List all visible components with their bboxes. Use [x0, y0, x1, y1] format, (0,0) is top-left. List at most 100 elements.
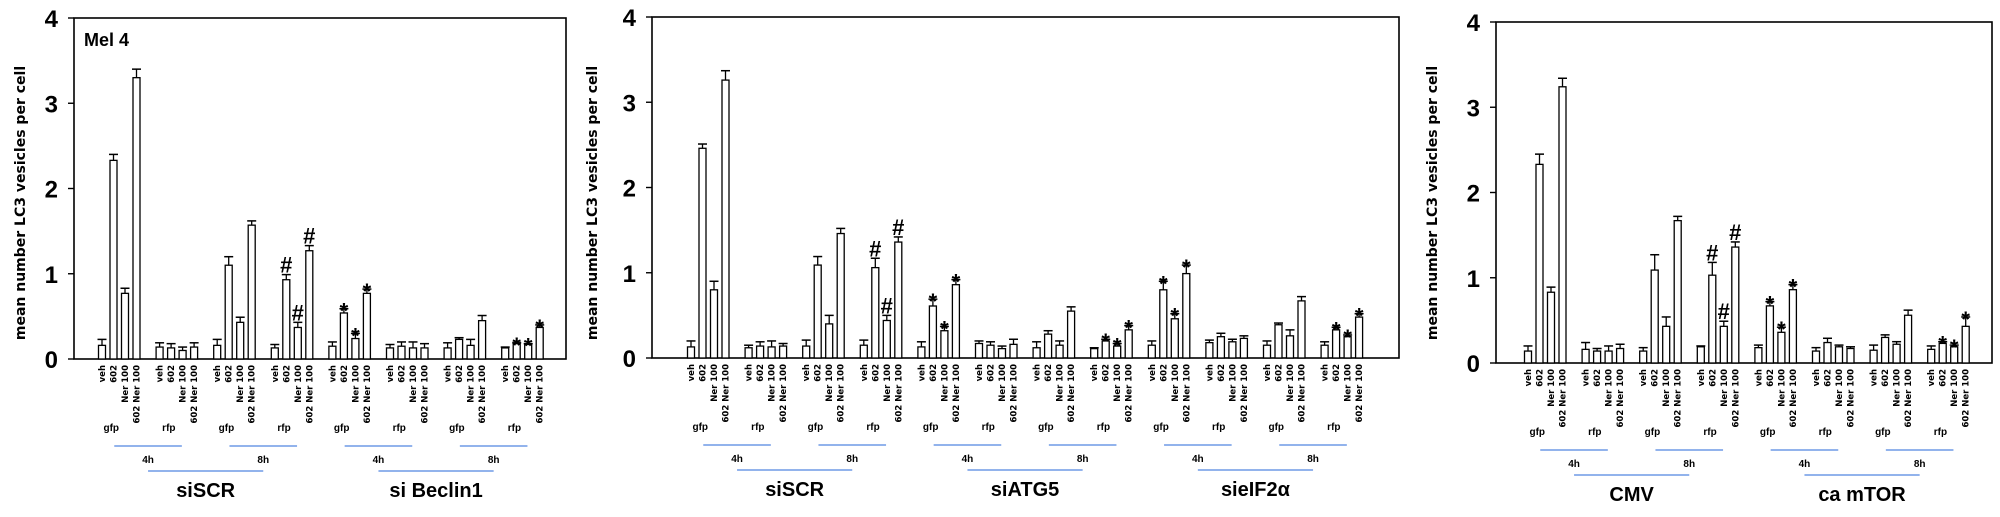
bar	[1950, 346, 1959, 364]
reporter-label: rfp	[866, 422, 879, 433]
x-tick-label: veh	[1321, 364, 1331, 381]
bar	[1880, 336, 1890, 364]
reporter-label: rfp	[751, 422, 764, 433]
x-tick-label: veh	[1812, 369, 1822, 386]
significance-asterisk: *	[524, 334, 533, 359]
significance-hash: #	[280, 253, 292, 278]
x-tick-label: veh	[1090, 364, 1100, 381]
x-tick-label: 602 Ner 100	[779, 364, 789, 423]
bar	[524, 343, 533, 360]
reporter-label: rfp	[162, 423, 175, 434]
significance-asterisk: *	[1124, 316, 1133, 341]
x-tick-label: 602	[1939, 369, 1949, 387]
bar	[166, 347, 176, 360]
x-tick-label: 602	[1044, 364, 1054, 382]
bar	[859, 344, 868, 359]
bar	[293, 326, 302, 360]
x-tick-label: 602 Ner 100	[952, 364, 962, 423]
bar	[1159, 289, 1168, 359]
x-tick-label: 602	[340, 365, 350, 383]
x-tick-label: 602 Ner 100	[1355, 364, 1365, 423]
bar	[120, 292, 130, 360]
chart-1: 0 1 2 3 4 mean number LC3 vesicles per cell Me…	[13, 6, 567, 502]
x-tick-label: 602 Ner 100	[190, 365, 200, 424]
x-tick-label: veh	[213, 365, 223, 382]
y-tick-label: 3	[1467, 95, 1480, 122]
x-tick-label: Ner 100	[179, 365, 189, 403]
time-label: 8h	[1077, 454, 1089, 465]
bar	[270, 347, 279, 360]
bar	[512, 343, 521, 360]
significance-asterisk: *	[535, 315, 544, 340]
bar	[1788, 289, 1798, 364]
y-tick-label: 1	[45, 262, 58, 289]
bar	[339, 312, 349, 360]
reporter-label: gfp	[449, 423, 465, 434]
time-label: 4h	[1568, 459, 1580, 470]
x-tick-label: 602 Ner 100	[1674, 369, 1684, 428]
reporter-label: gfp	[334, 423, 350, 434]
x-tick-label: Ner 100	[236, 365, 246, 403]
x-tick-label: 602	[455, 365, 465, 383]
bar	[1239, 337, 1249, 359]
bar	[1719, 325, 1728, 364]
bar	[917, 346, 926, 359]
bar	[986, 344, 995, 359]
bar	[1558, 86, 1567, 364]
x-tick-label: 602 Ner 100	[478, 365, 488, 424]
bar	[755, 345, 765, 359]
reporter-label: rfp	[1097, 422, 1110, 433]
significance-asterisk: *	[1101, 329, 1110, 354]
plot-frame	[651, 16, 1400, 359]
bar	[1066, 310, 1076, 359]
x-tick-label: Ner 100	[1835, 369, 1845, 407]
bar	[1297, 300, 1306, 359]
y-tick-label: 2	[45, 177, 58, 204]
reporter-label: rfp	[1703, 427, 1716, 438]
chart-3: 0 1 2 3 4 mean number LC3 vesicles per cell ve…	[1425, 10, 1993, 506]
group-label: siATG5	[991, 479, 1060, 501]
bar	[1228, 341, 1237, 359]
x-tick-label: veh	[860, 364, 870, 381]
reporter-label: gfp	[1268, 422, 1284, 433]
x-tick-label: 602	[929, 364, 939, 382]
bar	[1216, 336, 1226, 359]
significance-asterisk: *	[512, 333, 521, 358]
group-label: ca mTOR	[1818, 484, 1906, 506]
reporter-label: gfp	[692, 422, 708, 433]
x-tick-label: 602	[1332, 364, 1342, 382]
x-tick-label: Ner 100	[710, 364, 720, 402]
bar	[1708, 274, 1717, 364]
bar	[1546, 291, 1556, 364]
significance-asterisk: *	[1789, 275, 1798, 300]
time-label: 8h	[1307, 454, 1319, 465]
x-tick-label: 602	[1275, 364, 1285, 382]
bar	[1765, 305, 1775, 364]
x-tick-label: Ner 100	[1171, 364, 1181, 402]
x-tick-label: veh	[1754, 369, 1764, 386]
bar	[1892, 343, 1901, 364]
bar	[247, 224, 256, 360]
reporter-label: gfp	[1153, 422, 1169, 433]
bar	[744, 347, 753, 359]
bar	[109, 159, 118, 360]
x-tick-label: 602	[871, 364, 881, 382]
bar	[1354, 316, 1364, 359]
bar	[132, 77, 141, 360]
reporter-label: gfp	[808, 422, 824, 433]
bar	[871, 266, 880, 359]
reporter-label: gfp	[1760, 427, 1776, 438]
y-tick-label: 2	[623, 176, 636, 203]
reporter-label: rfp	[1212, 422, 1225, 433]
chart-title: Mel 4	[84, 30, 129, 50]
x-tick-label: 602 Ner 100	[305, 365, 315, 424]
x-tick-label: 602	[1824, 369, 1834, 387]
reporter-label: rfp	[508, 423, 521, 434]
x-tick-label: veh	[1927, 369, 1937, 386]
x-tick-label: Ner 100	[1286, 364, 1296, 402]
y-axis-label: mean number LC3 vesicles per cell	[13, 66, 29, 340]
x-tick-label: 602 Ner 100	[1847, 369, 1857, 428]
y-tick-label: 3	[45, 91, 58, 118]
significance-hash: #	[1718, 299, 1730, 324]
